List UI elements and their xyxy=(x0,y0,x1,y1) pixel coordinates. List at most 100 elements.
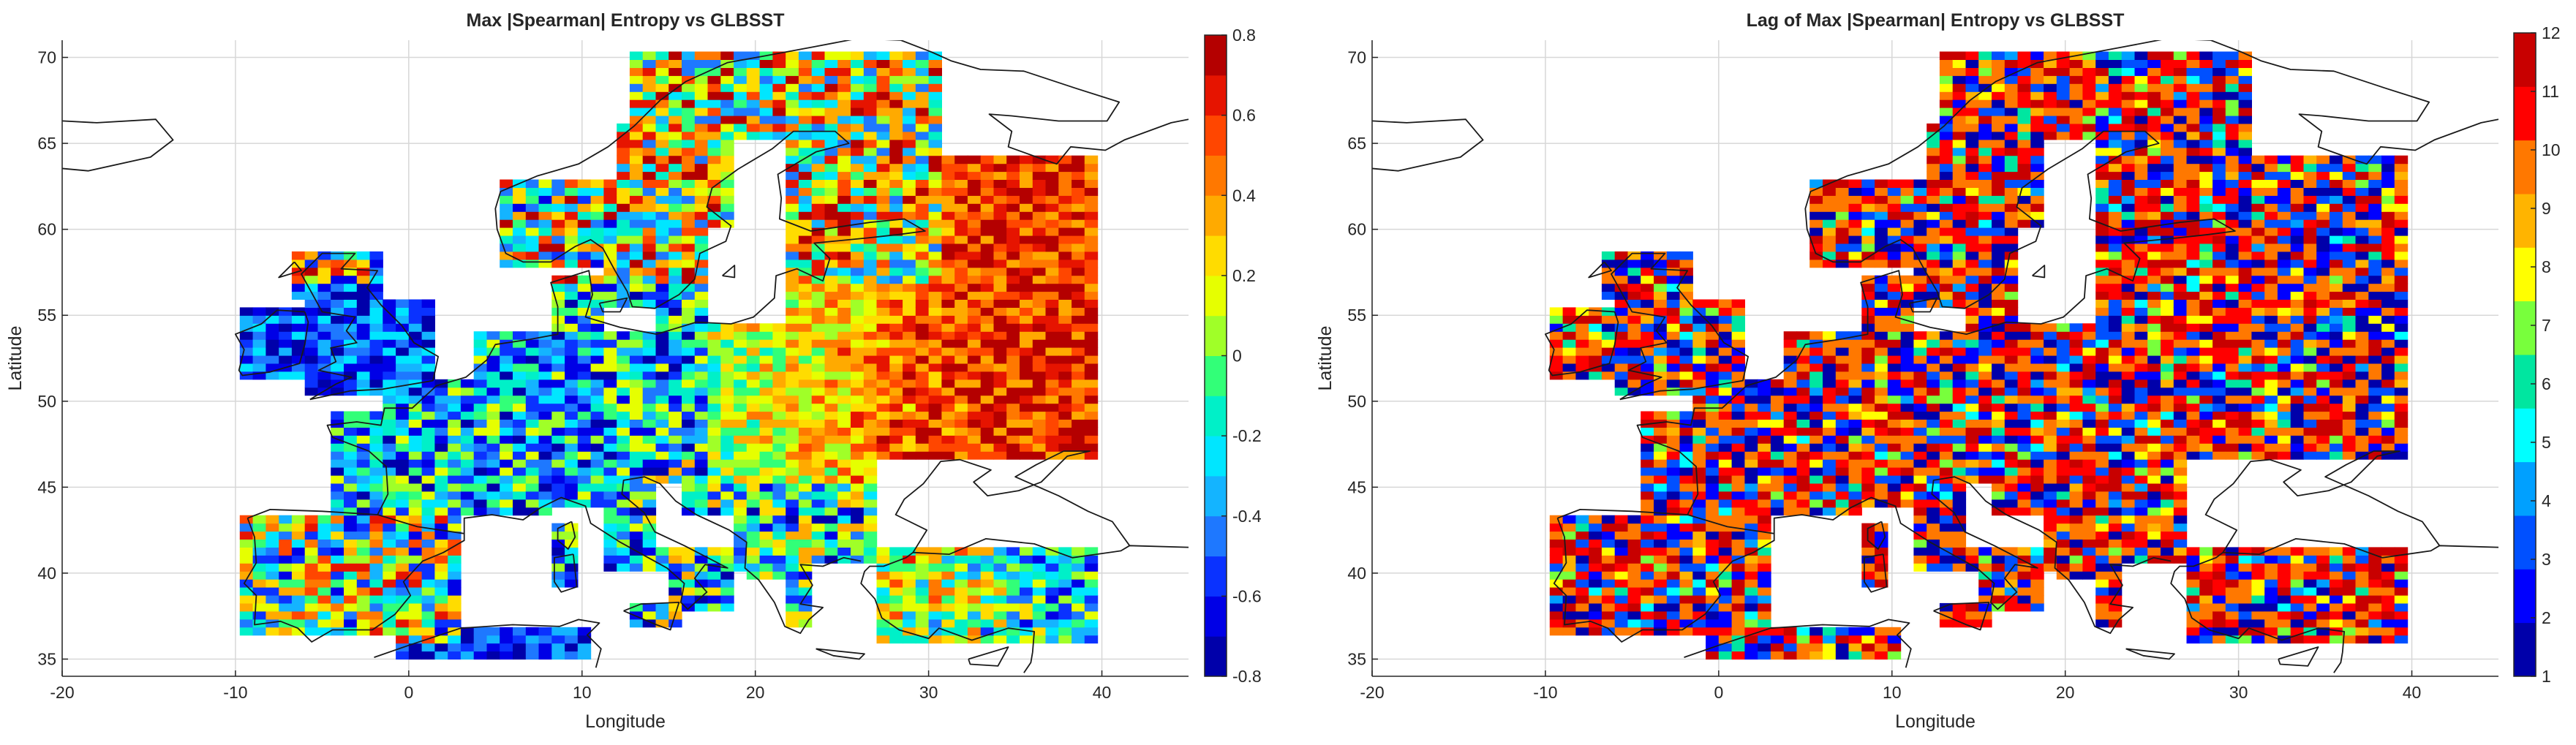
heatmap-cell xyxy=(1549,347,1564,356)
heatmap-cell xyxy=(1783,475,1798,484)
heatmap-cell xyxy=(759,499,773,508)
heatmap-cell xyxy=(915,235,930,244)
heatmap-cell xyxy=(1823,491,1837,500)
heatmap-cell xyxy=(538,651,552,660)
heatmap-cell xyxy=(746,83,761,92)
heatmap-cell xyxy=(928,291,942,300)
heatmap-cell xyxy=(2044,116,2057,124)
heatmap-cell xyxy=(1848,187,1862,196)
heatmap-cell xyxy=(617,283,630,292)
heatmap-cell xyxy=(1939,155,1954,164)
heatmap-cell xyxy=(967,610,982,620)
heatmap-cell xyxy=(565,299,579,308)
heatmap-cell xyxy=(356,323,371,332)
heatmap-cell xyxy=(421,427,435,436)
heatmap-cell xyxy=(1887,419,1902,428)
heatmap-cell xyxy=(2056,435,2071,444)
heatmap-cell xyxy=(603,539,617,548)
heatmap-cell xyxy=(1006,587,1020,596)
heatmap-cell xyxy=(590,475,604,484)
heatmap-cell xyxy=(291,339,306,348)
heatmap-cell xyxy=(1562,610,1576,620)
heatmap-cell xyxy=(369,515,383,524)
heatmap-cell xyxy=(655,411,669,420)
heatmap-cell xyxy=(396,411,410,420)
colorbar-tick-label: 0.2 xyxy=(1232,266,1256,285)
heatmap-cell xyxy=(265,610,279,620)
heatmap-cell xyxy=(1758,555,1771,564)
heatmap-cell xyxy=(811,491,826,500)
heatmap-cell xyxy=(1666,251,1681,260)
heatmap-cell xyxy=(551,331,565,340)
heatmap-cell xyxy=(1887,315,1902,324)
heatmap-cell xyxy=(291,251,306,260)
heatmap-cell xyxy=(2004,371,2019,380)
heatmap-cell xyxy=(1084,579,1099,588)
heatmap-cell xyxy=(1032,251,1047,260)
heatmap-cell xyxy=(538,259,552,268)
heatmap-cell xyxy=(798,339,813,348)
heatmap-cell xyxy=(903,427,916,436)
heatmap-cell xyxy=(525,379,540,388)
heatmap-cell xyxy=(408,411,423,420)
heatmap-cell xyxy=(513,387,527,396)
heatmap-cell xyxy=(538,363,552,372)
heatmap-cell xyxy=(331,275,344,284)
heatmap-cell xyxy=(1006,315,1020,324)
heatmap-cell xyxy=(798,107,813,116)
heatmap-cell xyxy=(2017,579,2031,588)
heatmap-cell xyxy=(1562,619,1576,628)
heatmap-cell xyxy=(1731,339,1745,348)
heatmap-cell xyxy=(798,147,813,156)
heatmap-cell xyxy=(928,443,942,452)
heatmap-cell xyxy=(1939,602,1954,612)
heatmap-cell xyxy=(811,307,826,316)
heatmap-cell xyxy=(1927,563,1940,572)
heatmap-cell xyxy=(954,627,968,636)
heatmap-cell xyxy=(1006,610,1020,620)
heatmap-cell xyxy=(1589,323,1603,332)
heatmap-cell xyxy=(434,507,448,516)
heatmap-cell xyxy=(408,571,423,580)
heatmap-cell xyxy=(682,563,696,572)
heatmap-cell xyxy=(1666,331,1681,340)
heatmap-cell xyxy=(408,539,423,548)
heatmap-cell xyxy=(694,315,709,324)
heatmap-cell xyxy=(811,539,826,548)
heatmap-cell xyxy=(1020,251,1033,260)
heatmap-cell xyxy=(1718,435,1733,444)
heatmap-cell xyxy=(2056,531,2071,540)
heatmap-cell xyxy=(1835,347,1850,356)
heatmap-cell xyxy=(1679,539,1693,548)
heatmap-cell xyxy=(863,419,878,428)
heatmap-cell xyxy=(837,251,851,260)
heatmap-cell xyxy=(1758,491,1771,500)
heatmap-cell xyxy=(1978,155,1992,164)
heatmap-cell xyxy=(954,387,968,396)
heatmap-cell xyxy=(396,299,410,308)
heatmap-cell xyxy=(2004,219,2019,228)
heatmap-cell xyxy=(734,467,747,476)
heatmap-cell xyxy=(1823,339,1837,348)
heatmap-cell xyxy=(642,147,657,156)
heatmap-cell xyxy=(1758,651,1771,660)
heatmap-cell xyxy=(2056,363,2071,372)
heatmap-cell xyxy=(344,315,358,324)
heatmap-cell xyxy=(2030,602,2044,612)
x-tick-label: 30 xyxy=(919,683,938,702)
heatmap-cell xyxy=(1601,323,1616,332)
heatmap-cell xyxy=(1978,363,1992,372)
heatmap-cell xyxy=(772,531,786,540)
heatmap-cell xyxy=(682,147,696,156)
heatmap-cell xyxy=(1058,579,1072,588)
heatmap-cell xyxy=(1084,299,1099,308)
heatmap-cell xyxy=(448,459,462,468)
heatmap-cell xyxy=(603,179,617,188)
heatmap-cell xyxy=(2044,443,2057,452)
heatmap-cell xyxy=(396,331,410,340)
heatmap-cell xyxy=(669,211,682,220)
heatmap-cell xyxy=(734,395,747,404)
heatmap-cell xyxy=(876,275,890,284)
heatmap-cell xyxy=(642,523,657,532)
